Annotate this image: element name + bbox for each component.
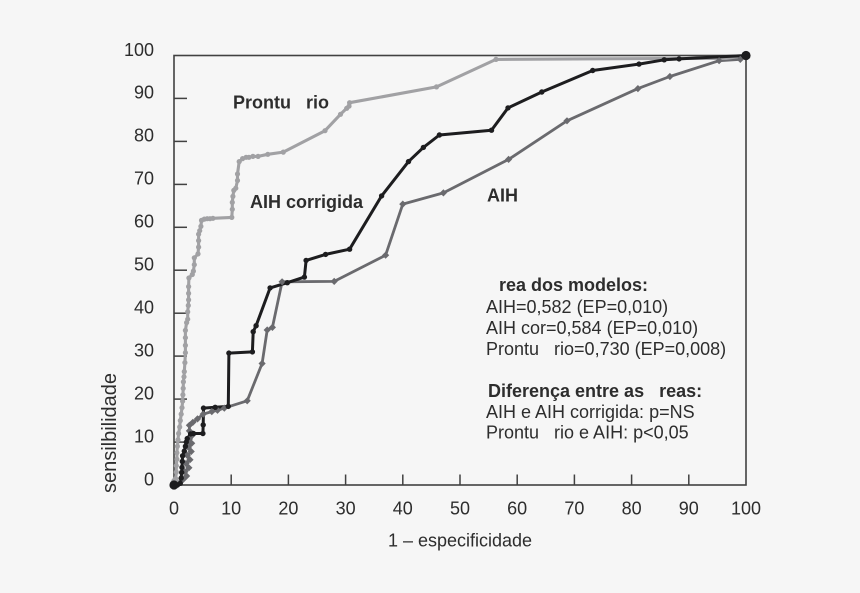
svg-text:AIH: AIH	[487, 186, 518, 206]
svg-text:sensilbilidade: sensilbilidade	[99, 373, 121, 493]
svg-text:30: 30	[336, 499, 356, 519]
svg-text:10: 10	[221, 499, 241, 519]
svg-text:100: 100	[731, 499, 761, 519]
svg-text:rea dos modelos:: rea dos modelos:	[499, 275, 648, 295]
svg-text:20: 20	[134, 383, 154, 403]
svg-text:50: 50	[134, 255, 154, 275]
svg-text:70: 70	[134, 169, 154, 189]
svg-text:40: 40	[134, 298, 154, 318]
svg-text:10: 10	[134, 426, 154, 446]
svg-text:0: 0	[169, 499, 179, 519]
svg-text:Prontu rio=0,730 (EP=0,008): Prontu rio=0,730 (EP=0,008)	[486, 339, 726, 359]
svg-text:20: 20	[278, 499, 298, 519]
svg-text:50: 50	[450, 499, 470, 519]
svg-text:1 – especificidade: 1 – especificidade	[388, 531, 532, 551]
svg-text:90: 90	[679, 499, 699, 519]
svg-text:AIH cor=0,584 (EP=0,010): AIH cor=0,584 (EP=0,010)	[486, 318, 698, 338]
svg-text:70: 70	[564, 499, 584, 519]
svg-text:30: 30	[134, 340, 154, 360]
svg-text:Prontu rio e AIH: p<0,05: Prontu rio e AIH: p<0,05	[486, 423, 689, 443]
svg-text:80: 80	[622, 499, 642, 519]
svg-text:Diferença entre as reas:: Diferença entre as reas:	[488, 381, 702, 401]
svg-text:90: 90	[134, 83, 154, 103]
svg-text:Prontu rio: Prontu rio	[233, 93, 329, 113]
svg-text:80: 80	[134, 126, 154, 146]
svg-text:AIH e AIH corrigida: p=NS: AIH e AIH corrigida: p=NS	[486, 402, 695, 422]
svg-text:AIH corrigida: AIH corrigida	[250, 192, 364, 212]
svg-text:0: 0	[144, 469, 154, 489]
svg-text:60: 60	[134, 212, 154, 232]
svg-text:40: 40	[393, 499, 413, 519]
svg-text:60: 60	[507, 499, 527, 519]
svg-text:AIH=0,582 (EP=0,010): AIH=0,582 (EP=0,010)	[486, 297, 668, 317]
svg-text:100: 100	[124, 40, 154, 60]
